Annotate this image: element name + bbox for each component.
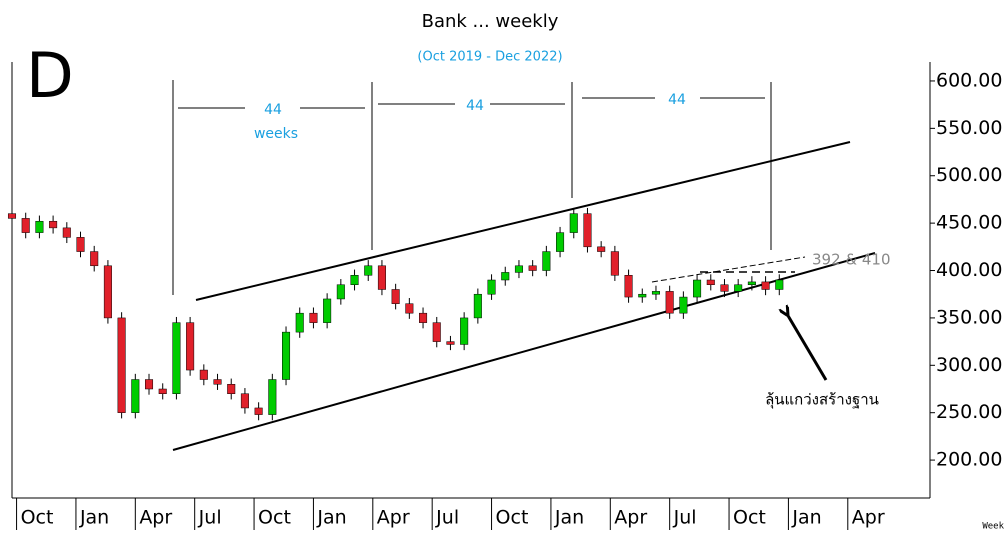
candle-body [199,369,208,380]
panel-label: D [26,39,74,112]
candle-body [117,317,126,413]
candle-body [62,227,71,238]
candle-body [720,284,729,292]
candle-body [446,341,455,345]
y-tick-label: 350.00 [936,306,1002,328]
candle-body [227,384,236,394]
candle-body [103,265,112,319]
candle-body [624,275,633,298]
candle-body [131,379,140,413]
y-tick-label: 250.00 [936,401,1002,423]
y-tick-label: 550.00 [936,117,1002,139]
candle-body [556,232,565,252]
annotations [172,80,876,451]
candle-body [679,296,688,314]
candle-body [49,220,58,229]
candle-body [295,312,304,333]
x-tick-label: Jan [316,507,346,529]
frame [11,62,931,499]
chart-title: Bank ... weekly [422,11,559,32]
candle-body [7,213,17,219]
chart-subtitle: (Oct 2019 - Dec 2022) [417,50,562,65]
x-tick-label: Apr [614,507,647,529]
candle-body [405,303,414,314]
x-tick-label: Jul [435,507,459,529]
candle-body [213,379,222,385]
x-tick-label: Jan [791,507,821,529]
candle-body [569,213,578,233]
x-tick-label: Jul [198,507,222,529]
candle-body [665,291,674,314]
candle-body [21,218,30,233]
x-tick-label: Oct [258,507,291,529]
annotation: 44 [466,98,484,114]
candle-body [350,275,359,285]
upper-channel [195,141,851,301]
candle-body [76,237,85,252]
candle-body [597,246,606,252]
candle-body [377,265,386,290]
candle-body [747,281,756,285]
annotation: 44 [264,102,282,118]
candle-body [734,284,743,292]
candle-body [514,265,523,273]
candle-body [706,279,715,285]
annotation: 392 & 410 [812,251,891,269]
candle-body [391,289,400,304]
candle-body [172,322,181,394]
y-tick-label: 200.00 [936,449,1002,471]
y-tick-label: 300.00 [936,354,1002,376]
candle-body [90,251,99,267]
annotation: ลุ้นแกว่งสร้างฐาน [765,391,879,410]
candle-body [651,291,660,295]
x-tick-label: Oct [733,507,766,529]
y-tick-label: 400.00 [936,259,1002,281]
candle-body [419,312,428,323]
candle-body [254,407,263,415]
candle-body [158,388,167,394]
x-tick-label: Jan [554,507,584,529]
arrow [787,314,828,381]
candle-body [268,379,277,415]
interval-label: Week [982,522,1004,532]
candle-body [282,331,291,380]
candle-body [364,265,373,276]
candle-body [775,279,784,290]
candle-body [693,279,702,298]
candle-body [487,279,496,295]
candle-body [460,317,469,345]
candle-body [35,220,44,233]
candle-body [501,272,510,281]
x-tick-label: Jul [673,507,697,529]
candle-body [528,265,537,271]
y-tick-label: 500.00 [936,164,1002,186]
x-tick-label: Apr [852,507,885,529]
candle-body [240,393,249,409]
candle-body [610,251,619,276]
candle-body [583,213,592,248]
candle-body [542,251,551,271]
annotation: 44 [668,92,686,108]
x-tick-label: Jan [79,507,109,529]
candle-body [432,322,441,342]
candle-body [473,293,482,319]
annotation: weeks [254,126,298,142]
resistance-line [651,256,806,283]
x-tick-label: Oct [496,507,529,529]
candle-body [309,312,318,323]
y-tick-label: 600.00 [936,69,1002,91]
x-tick-label: Oct [21,507,54,529]
candle-body [323,298,332,323]
candle-body [761,281,770,290]
candle-body [638,293,647,298]
candle-body [336,284,345,300]
y-tick-label: 450.00 [936,212,1002,234]
x-tick-label: Apr [377,507,410,529]
candle-body [186,322,195,371]
lower-channel [172,252,876,451]
x-tick-label: Apr [139,507,172,529]
candle-body [144,379,154,390]
